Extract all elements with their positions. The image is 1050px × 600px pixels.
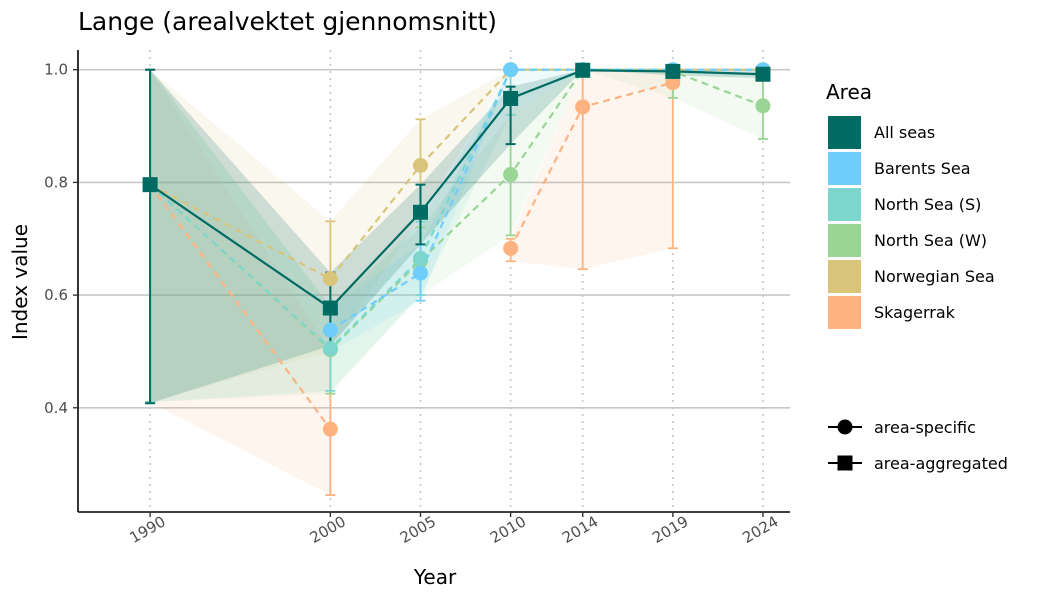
data-point [412,265,428,281]
legend-swatch [828,116,861,149]
ci-ribbon [510,69,673,270]
legend-shape-marker [837,455,853,471]
x-tick-label: 2005 [397,512,439,547]
legend-swatch [828,296,861,329]
legend: Area All seas Barents Sea North Sea (S) Nor… [826,80,1008,473]
data-point [412,204,428,220]
series-line [149,184,332,430]
data-point [322,300,338,316]
x-tick-label: 1990 [127,512,169,547]
legend-swatch [828,224,861,257]
data-point [412,250,428,266]
y-tick-label: 1.0 [44,61,68,79]
x-tick-label: 2014 [559,512,601,547]
legend-label: Skagerrak [874,303,956,322]
data-point [503,240,519,256]
data-point [322,341,338,357]
data-point [503,167,519,183]
legend-shape-label: area-specific [874,418,976,437]
ci-ribbon [150,69,673,403]
ci-ribbon [150,69,763,403]
data-point [575,99,591,115]
y-tick-label: 0.8 [44,173,68,191]
y-tick-label: 0.4 [44,399,68,417]
ci-ribbon [330,69,763,352]
x-axis-title: Year [413,565,457,589]
series-line [329,68,763,331]
data-point [755,66,771,82]
ci-ribbon [150,69,763,403]
data-point [755,98,771,114]
x-tick-label: 2019 [649,512,691,547]
data-point [142,177,158,193]
legend-shape-label: area-aggregated [874,454,1008,473]
data-point [322,421,338,437]
data-point [412,158,428,173]
data-point [575,62,591,78]
legend-shape-marker [837,419,853,435]
data-point [665,75,681,91]
legend-label: North Sea (W) [874,231,987,250]
data-point [665,63,681,79]
ci-ribbon [150,69,331,496]
x-tick-label: 2010 [487,512,529,547]
data-point [322,322,338,338]
ci-ribbon [150,69,763,404]
legend-title: Area [826,80,872,104]
y-tick-label: 0.6 [44,286,68,304]
legend-swatch [828,152,861,185]
chart-title: Lange (arealvektet gjennomsnitt) [78,7,497,36]
legend-swatch [828,188,861,221]
x-tick-label: 2000 [307,512,349,547]
data-point [322,271,338,287]
data-point [503,90,519,106]
legend-label: Norwegian Sea [874,267,995,286]
legend-label: All seas [874,123,935,142]
y-axis-title: Index value [8,224,32,340]
legend-swatch [828,260,861,293]
data-point [503,62,519,78]
legend-label: Barents Sea [874,159,971,178]
x-tick-label: 2024 [739,512,781,547]
legend-label: North Sea (S) [874,195,981,214]
plot-area: 0.4 0.6 0.8 1.0 1990 2000 2005 2010 2014 2019 2024 [44,50,790,547]
